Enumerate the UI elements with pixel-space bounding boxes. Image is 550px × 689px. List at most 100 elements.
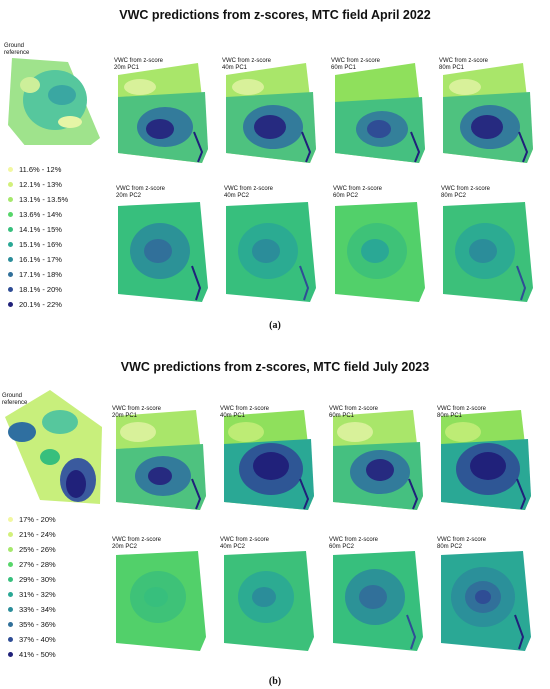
legend-item: 17% - 20% bbox=[8, 514, 56, 524]
legend-item: 35% - 36% bbox=[8, 619, 56, 629]
field-map bbox=[435, 196, 535, 306]
field-map bbox=[435, 57, 535, 167]
field-map bbox=[110, 196, 210, 306]
legend-item: 12.1% - 13% bbox=[8, 179, 62, 189]
legend-item: 21% - 24% bbox=[8, 529, 56, 539]
legend-item: 27% - 28% bbox=[8, 559, 56, 569]
legend-swatch bbox=[8, 241, 13, 247]
legend-label: 14.1% - 15% bbox=[19, 224, 62, 234]
legend-swatch bbox=[8, 561, 13, 567]
field-map-label: VWC from z-score 40m PC2 bbox=[224, 186, 274, 199]
panel-b-caption: (b) bbox=[268, 676, 282, 687]
field-map bbox=[110, 57, 210, 167]
legend-label: 17% - 20% bbox=[19, 514, 56, 524]
legend-swatch bbox=[8, 181, 13, 187]
legend-item: 18.1% - 20% bbox=[8, 284, 62, 294]
field-map bbox=[327, 196, 427, 306]
field-map bbox=[433, 545, 533, 655]
legend-swatch bbox=[8, 621, 13, 627]
legend-swatch bbox=[8, 531, 13, 537]
panel-b-ground-reference-map bbox=[0, 382, 105, 507]
field-map-label: VWC from z-score 20m PC1 bbox=[114, 58, 164, 71]
legend-label: 12.1% - 13% bbox=[19, 179, 62, 189]
legend-swatch bbox=[8, 636, 13, 642]
legend-item: 25% - 26% bbox=[8, 544, 56, 554]
legend-item: 11.6% - 12% bbox=[8, 164, 61, 174]
legend-label: 25% - 26% bbox=[19, 544, 56, 554]
legend-label: 21% - 24% bbox=[19, 529, 56, 539]
field-map-label: VWC from z-score 20m PC2 bbox=[112, 537, 162, 550]
field-map bbox=[108, 545, 208, 655]
legend-label: 13.1% - 13.5% bbox=[19, 194, 69, 204]
field-map-label: VWC from z-score 80m PC2 bbox=[437, 537, 487, 550]
legend-swatch bbox=[8, 606, 13, 612]
legend-item: 14.1% - 15% bbox=[8, 224, 62, 234]
panel-b-title: VWC predictions from z-scores, MTC field… bbox=[120, 360, 430, 374]
field-map bbox=[216, 404, 316, 514]
field-map-label: VWC from z-score 80m PC1 bbox=[437, 406, 487, 419]
panel-b-ground-reference-label: Ground reference bbox=[2, 393, 28, 406]
legend-swatch bbox=[8, 576, 13, 582]
legend-swatch bbox=[8, 271, 13, 277]
field-map-label: VWC from z-score 40m PC2 bbox=[220, 537, 270, 550]
legend-swatch bbox=[8, 256, 13, 262]
legend-label: 41% - 50% bbox=[19, 649, 56, 659]
field-map-label: VWC from z-score 60m PC1 bbox=[331, 58, 381, 71]
legend-item: 41% - 50% bbox=[8, 649, 56, 659]
legend-swatch bbox=[8, 286, 13, 292]
legend-swatch bbox=[8, 651, 13, 657]
field-map bbox=[433, 404, 533, 514]
field-map bbox=[108, 404, 208, 514]
legend-label: 15.1% - 16% bbox=[19, 239, 62, 249]
legend-label: 31% - 32% bbox=[19, 589, 56, 599]
legend-label: 33% - 34% bbox=[19, 604, 56, 614]
field-map-label: VWC from z-score 20m PC2 bbox=[116, 186, 166, 199]
legend-item: 33% - 34% bbox=[8, 604, 56, 614]
legend-item: 31% - 32% bbox=[8, 589, 56, 599]
legend-swatch bbox=[8, 591, 13, 597]
legend-label: 18.1% - 20% bbox=[19, 284, 62, 294]
field-map-label: VWC from z-score 80m PC1 bbox=[439, 58, 489, 71]
legend-label: 27% - 28% bbox=[19, 559, 56, 569]
field-map bbox=[325, 404, 425, 514]
legend-label: 17.1% - 18% bbox=[19, 269, 62, 279]
panel-a-legend: 11.6% - 12% 12.1% - 13% 13.1% - 13.5% 13… bbox=[8, 164, 98, 329]
legend-item: 13.6% - 14% bbox=[8, 209, 62, 219]
legend-swatch bbox=[8, 546, 13, 552]
legend-swatch bbox=[8, 516, 13, 522]
legend-item: 17.1% - 18% bbox=[8, 269, 62, 279]
legend-item: 37% - 40% bbox=[8, 634, 56, 644]
field-map-label: VWC from z-score 80m PC2 bbox=[441, 186, 491, 199]
legend-item: 29% - 30% bbox=[8, 574, 56, 584]
field-map bbox=[216, 545, 316, 655]
field-map-label: VWC from z-score 40m PC1 bbox=[222, 58, 272, 71]
field-map bbox=[327, 57, 427, 167]
field-map bbox=[325, 545, 425, 655]
legend-label: 29% - 30% bbox=[19, 574, 56, 584]
legend-item: 15.1% - 16% bbox=[8, 239, 62, 249]
legend-label: 35% - 36% bbox=[19, 619, 56, 629]
legend-label: 37% - 40% bbox=[19, 634, 56, 644]
field-map-label: VWC from z-score 60m PC2 bbox=[333, 186, 383, 199]
field-map-label: VWC from z-score 60m PC2 bbox=[329, 537, 379, 550]
panel-a-ground-reference-map bbox=[0, 30, 105, 145]
panel-a-title: VWC predictions from z-scores, MTC field… bbox=[119, 8, 431, 22]
legend-item: 13.1% - 13.5% bbox=[8, 194, 68, 204]
field-map bbox=[218, 196, 318, 306]
panel-b-legend: 17% - 20% 21% - 24% 25% - 26% 27% - 28% … bbox=[8, 514, 98, 679]
legend-label: 20.1% - 22% bbox=[19, 299, 62, 309]
legend-label: 11.6% - 12% bbox=[19, 164, 62, 174]
legend-item: 20.1% - 22% bbox=[8, 299, 62, 309]
legend-item: 16.1% - 17% bbox=[8, 254, 62, 264]
panel-a-caption: (a) bbox=[269, 320, 281, 331]
panel-a-ground-reference-label: Ground reference bbox=[4, 43, 30, 56]
field-map-label: VWC from z-score 40m PC1 bbox=[220, 406, 270, 419]
legend-label: 16.1% - 17% bbox=[19, 254, 62, 264]
legend-label: 13.6% - 14% bbox=[19, 209, 62, 219]
field-map-label: VWC from z-score 60m PC1 bbox=[329, 406, 379, 419]
field-map-label: VWC from z-score 20m PC1 bbox=[112, 406, 162, 419]
field-map bbox=[218, 57, 318, 167]
legend-swatch bbox=[8, 166, 13, 172]
legend-swatch bbox=[8, 301, 13, 307]
legend-swatch bbox=[8, 226, 13, 232]
